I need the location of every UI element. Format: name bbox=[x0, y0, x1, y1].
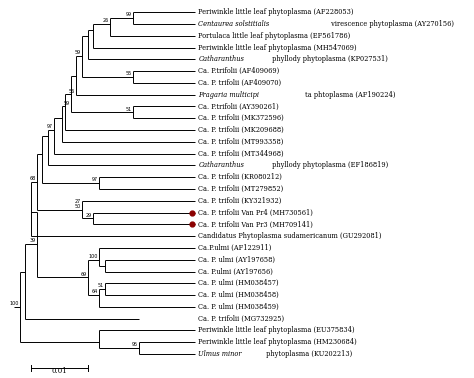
Text: Ca. P. trifolii (KR080212): Ca. P. trifolii (KR080212) bbox=[199, 173, 283, 181]
Text: Ca. P. trifolii (MT279852): Ca. P. trifolii (MT279852) bbox=[199, 185, 284, 193]
Text: 69: 69 bbox=[81, 272, 86, 277]
Text: phyllody phytoplasma (EF186819): phyllody phytoplasma (EF186819) bbox=[270, 161, 388, 169]
Text: 59: 59 bbox=[75, 50, 81, 55]
Text: 64: 64 bbox=[91, 289, 98, 294]
Text: 51: 51 bbox=[97, 284, 103, 288]
Text: Centaurea solstitialis: Centaurea solstitialis bbox=[199, 20, 270, 28]
Text: Periwinkle little leaf phytoplasma (MH547069): Periwinkle little leaf phytoplasma (MH54… bbox=[199, 43, 357, 51]
Text: 27: 27 bbox=[74, 200, 81, 204]
Text: 51: 51 bbox=[126, 107, 132, 112]
Text: Ca. P. trifolii (MT993358): Ca. P. trifolii (MT993358) bbox=[199, 138, 284, 146]
Text: 59: 59 bbox=[64, 101, 70, 106]
Text: Catharanthus: Catharanthus bbox=[199, 161, 245, 169]
Text: 0.01: 0.01 bbox=[52, 367, 67, 375]
Text: Ca. P.trifolii (AF409069): Ca. P.trifolii (AF409069) bbox=[199, 67, 280, 75]
Text: Fragaria multicipi: Fragaria multicipi bbox=[199, 91, 259, 99]
Text: phyllody phytoplasma (KP027531): phyllody phytoplasma (KP027531) bbox=[270, 55, 388, 64]
Text: Periwinkle little leaf phytoplasma (HM230684): Periwinkle little leaf phytoplasma (HM23… bbox=[199, 338, 357, 346]
Text: Ca. P. trifolii (MT344968): Ca. P. trifolii (MT344968) bbox=[199, 150, 284, 158]
Text: Ca. P. trifolii (AF409070): Ca. P. trifolii (AF409070) bbox=[199, 79, 282, 87]
Text: Periwinkle little leaf phytoplasma (AF228053): Periwinkle little leaf phytoplasma (AF22… bbox=[199, 8, 354, 16]
Text: virescence phytoplasma (AY270156): virescence phytoplasma (AY270156) bbox=[329, 20, 454, 28]
Text: Ca. P.ulmi (AY197656): Ca. P.ulmi (AY197656) bbox=[199, 268, 273, 276]
Text: 99: 99 bbox=[126, 12, 132, 17]
Text: 26: 26 bbox=[103, 18, 109, 23]
Text: ta phtoplasma (AF190224): ta phtoplasma (AF190224) bbox=[305, 91, 396, 99]
Text: 95: 95 bbox=[131, 342, 137, 347]
Text: Portulaca little leaf phytoplasma (EF561786): Portulaca little leaf phytoplasma (EF561… bbox=[199, 32, 351, 40]
Text: 39: 39 bbox=[29, 238, 36, 243]
Text: Ca. P.trifolii (AY390261): Ca. P.trifolii (AY390261) bbox=[199, 102, 279, 110]
Text: Periwinkle little leaf phytoplasma (EU375834): Periwinkle little leaf phytoplasma (EU37… bbox=[199, 327, 355, 335]
Text: Ca. P. trifolii (MG732925): Ca. P. trifolii (MG732925) bbox=[199, 314, 284, 323]
Text: Ca. P. trifolii (KY321932): Ca. P. trifolii (KY321932) bbox=[199, 197, 282, 205]
Text: phytoplasma (KU202213): phytoplasma (KU202213) bbox=[264, 350, 352, 358]
Text: Catharanthus: Catharanthus bbox=[199, 55, 245, 64]
Text: 100: 100 bbox=[9, 301, 18, 306]
Text: 50: 50 bbox=[74, 204, 81, 209]
Text: Ca. P. trifolii Van Pr4 (MH730561): Ca. P. trifolii Van Pr4 (MH730561) bbox=[199, 209, 313, 217]
Text: Ca. P. ulmi (HM038458): Ca. P. ulmi (HM038458) bbox=[199, 291, 279, 299]
Text: Ca. P. trifolii Van Pr3 (MH709141): Ca. P. trifolii Van Pr3 (MH709141) bbox=[199, 220, 313, 228]
Text: 29: 29 bbox=[86, 213, 92, 218]
Text: 55: 55 bbox=[126, 71, 132, 76]
Text: 56: 56 bbox=[69, 89, 75, 94]
Text: Ca. P. trifolii (MK372596): Ca. P. trifolii (MK372596) bbox=[199, 114, 284, 122]
Text: 97: 97 bbox=[46, 124, 53, 129]
Text: Ca. P. ulmi (HM038459): Ca. P. ulmi (HM038459) bbox=[199, 303, 279, 311]
Text: Ca. P. ulmi (HM038457): Ca. P. ulmi (HM038457) bbox=[199, 279, 279, 287]
Text: Candidatus Phytoplasma sudamericanum (GU292081): Candidatus Phytoplasma sudamericanum (GU… bbox=[199, 232, 382, 240]
Text: Ulmus minor: Ulmus minor bbox=[199, 350, 242, 358]
Text: Ca. P. trifolii (MK209688): Ca. P. trifolii (MK209688) bbox=[199, 126, 284, 134]
Text: 100: 100 bbox=[89, 254, 98, 259]
Text: 68: 68 bbox=[29, 176, 36, 181]
Text: 97: 97 bbox=[91, 177, 98, 182]
Text: Ca. P. ulmi (AY197658): Ca. P. ulmi (AY197658) bbox=[199, 256, 275, 264]
Text: Ca.P.ulmi (AF122911): Ca.P.ulmi (AF122911) bbox=[199, 244, 272, 252]
